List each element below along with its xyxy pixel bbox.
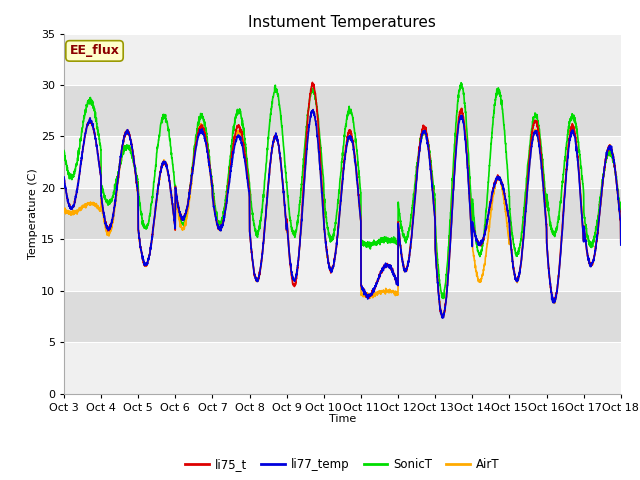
Legend: li75_t, li77_temp, SonicT, AirT: li75_t, li77_temp, SonicT, AirT: [180, 454, 504, 476]
AirT: [457, 106, 465, 111]
li77_temp: [617, 242, 625, 248]
X-axis label: Time: Time: [329, 414, 356, 424]
SonicT: [157, 122, 164, 128]
li75_t: [157, 170, 164, 176]
Bar: [64, 291, 621, 342]
li75_t: [617, 240, 625, 245]
Title: Instument Temperatures: Instument Temperatures: [248, 15, 436, 30]
li77_temp: [60, 174, 68, 180]
SonicT: [274, 92, 282, 97]
Line: SonicT: SonicT: [64, 83, 621, 299]
AirT: [274, 138, 282, 144]
SonicT: [617, 202, 625, 207]
SonicT: [547, 220, 554, 226]
li77_temp: [606, 144, 614, 149]
AirT: [124, 129, 131, 134]
AirT: [157, 169, 164, 175]
AirT: [547, 281, 554, 287]
li77_temp: [274, 138, 282, 144]
AirT: [617, 240, 625, 246]
SonicT: [440, 296, 447, 301]
li75_t: [547, 279, 554, 285]
li77_temp: [309, 107, 317, 112]
SonicT: [124, 143, 131, 149]
li77_temp: [157, 170, 164, 176]
li75_t: [274, 137, 282, 143]
SonicT: [606, 147, 614, 153]
li77_temp: [298, 216, 305, 222]
li75_t: [60, 175, 68, 181]
li75_t: [438, 314, 446, 320]
li75_t: [606, 144, 614, 150]
SonicT: [298, 182, 305, 188]
Bar: [64, 188, 621, 240]
Line: AirT: AirT: [64, 108, 621, 318]
li77_temp: [124, 127, 131, 132]
Bar: [64, 85, 621, 136]
li75_t: [298, 211, 305, 216]
AirT: [606, 142, 614, 148]
li77_temp: [547, 281, 554, 287]
Line: li75_t: li75_t: [64, 83, 621, 317]
SonicT: [458, 80, 465, 85]
Line: li77_temp: li77_temp: [64, 109, 621, 318]
li75_t: [124, 129, 131, 134]
SonicT: [60, 148, 68, 154]
Text: EE_flux: EE_flux: [70, 44, 120, 58]
li77_temp: [438, 315, 446, 321]
AirT: [439, 315, 447, 321]
Y-axis label: Temperature (C): Temperature (C): [28, 168, 38, 259]
AirT: [60, 207, 68, 213]
li75_t: [308, 80, 316, 85]
AirT: [298, 218, 305, 224]
